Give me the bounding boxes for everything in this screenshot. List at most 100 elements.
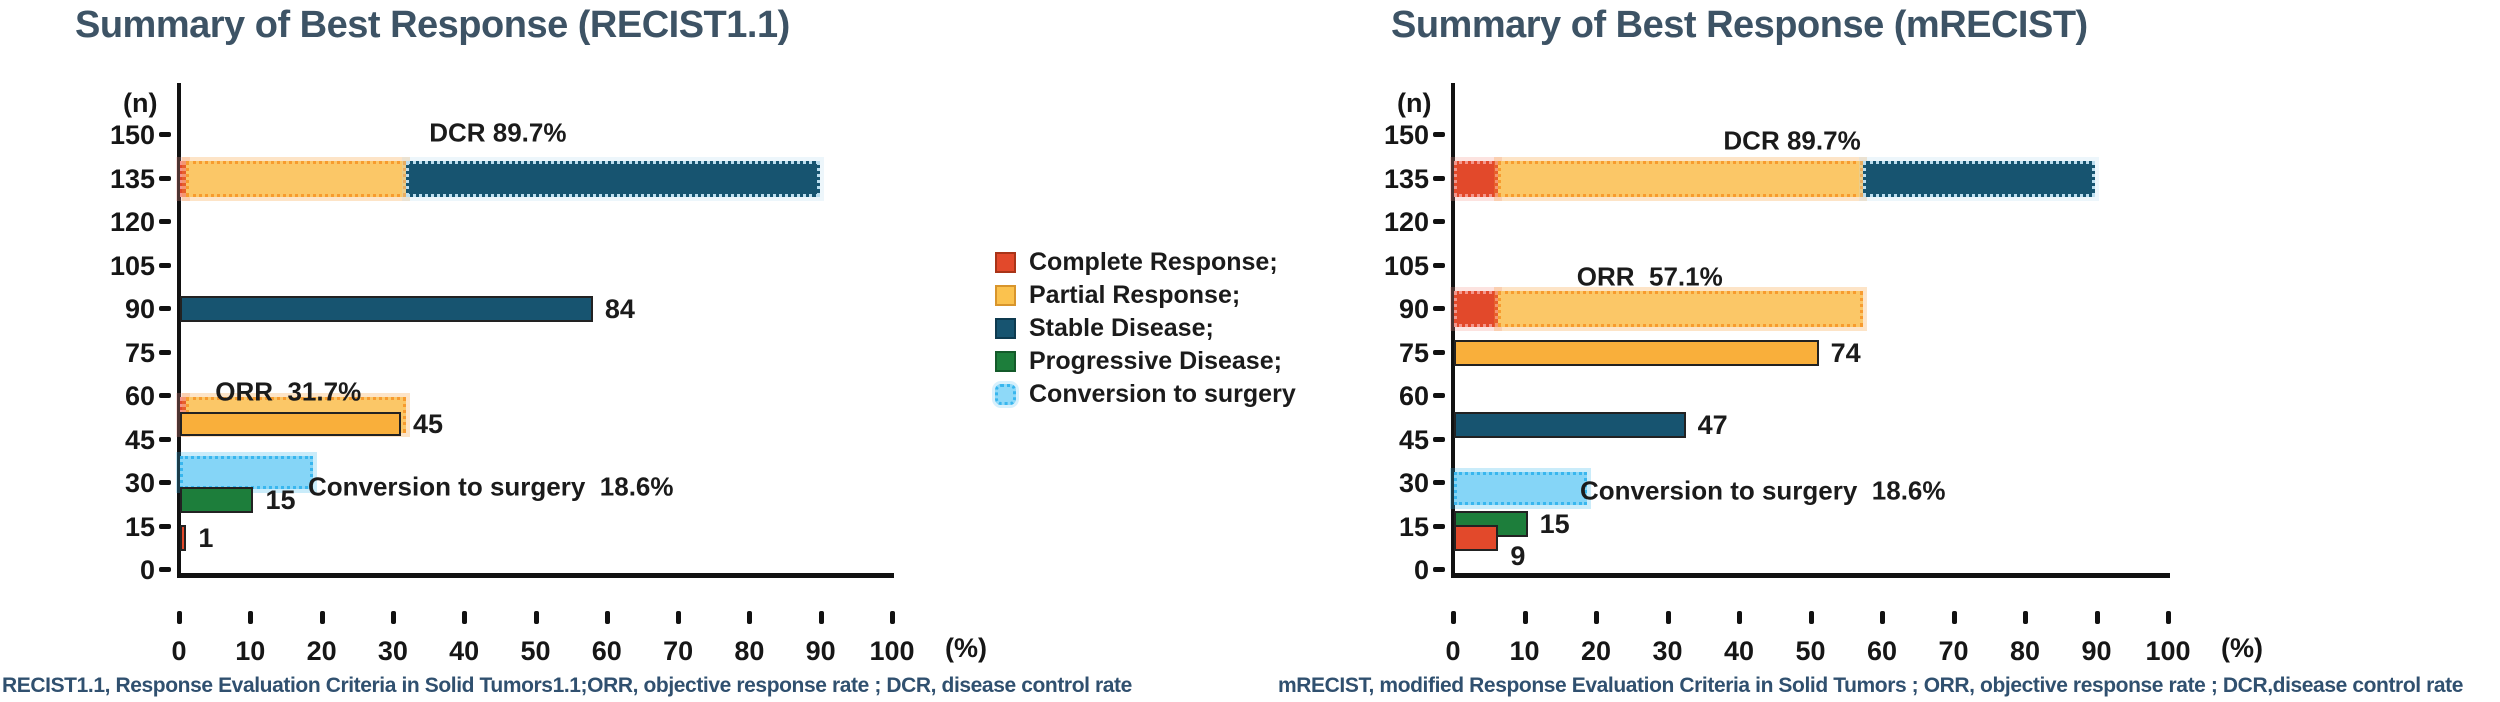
x-tick-label-0: 0 [1445, 636, 1461, 666]
legend-item-progressive-disease: Progressive Disease; [995, 345, 1296, 378]
conversion-swatch-icon [995, 384, 1016, 405]
x-tick-50 [1808, 611, 1814, 624]
y-tick-label-15: 15 [1398, 511, 1429, 542]
value-label-84: 84 [604, 294, 635, 324]
x-tick-label-50: 50 [520, 636, 551, 666]
legend: Complete Response; Partial Response; Stabl… [995, 246, 1296, 411]
y-tick-15 [159, 523, 171, 529]
value-label-45: 45 [413, 408, 444, 439]
y-tick-label-120: 120 [1383, 207, 1429, 237]
y-axis-unit-label: (n) [123, 88, 158, 118]
value-label-15: 15 [1539, 508, 1570, 539]
y-tick-45 [1433, 436, 1445, 442]
bar-segment-conversion-to-surgery [1454, 472, 1587, 506]
x-tick-label-70: 70 [1938, 636, 1969, 666]
x-tick-label-20: 20 [1580, 636, 1612, 666]
y-tick-label-45: 45 [124, 424, 155, 455]
bar-segment-complete-response [180, 160, 187, 197]
y-tick-label-45: 45 [1398, 424, 1429, 455]
y-tick-label-60: 60 [124, 381, 155, 411]
x-tick-60 [1880, 611, 1885, 624]
y-tick-150 [1433, 132, 1445, 137]
bar-segment-stable-disease [1862, 160, 2096, 197]
y-tick-label-150: 150 [1383, 120, 1429, 150]
legend-label-progressive-disease: Progressive Disease; [1029, 347, 1282, 375]
footnote-mrecist: mRECIST, modified Response Evaluation Cr… [1278, 674, 2464, 697]
legend-label-stable-disease: Stable Disease; [1029, 314, 1214, 342]
y-tick-label-60: 60 [1398, 381, 1429, 411]
bar-segment-partial-response [180, 411, 402, 436]
complete-response-swatch-icon [995, 252, 1016, 273]
annotation-conversion-label: Conversion to surgery 18.6% [1579, 475, 1946, 506]
y-tick-105 [159, 262, 171, 268]
legend-label-partial-response: Partial Response; [1029, 281, 1241, 309]
bar-segment-conversion-to-surgery [180, 456, 313, 490]
x-tick-100 [2166, 611, 2171, 624]
y-tick-90 [159, 306, 171, 311]
x-tick-10 [248, 611, 254, 624]
legend-item-stable-disease: Stable Disease; [995, 312, 1296, 345]
bar-segment-complete-response [1454, 525, 1499, 552]
bar-segment-stable-disease [406, 160, 820, 197]
x-tick-70 [1951, 611, 1957, 624]
annotation-dcr-label: DCR 89.7% [1723, 125, 1861, 156]
x-tick-20 [319, 611, 325, 624]
chart-title-mrecist: Summary of Best Response (mRECIST) [1391, 4, 2088, 46]
legend-item-conversion-to-surgery: Conversion to surgery [995, 378, 1296, 411]
legend-label-conversion-to-surgery: Conversion to surgery [1029, 380, 1296, 408]
y-tick-label-30: 30 [1398, 468, 1429, 498]
bar-segment-partial-response [1454, 339, 1819, 366]
y-tick-120 [1433, 219, 1445, 224]
y-tick-135 [1433, 175, 1445, 181]
progressive-disease-swatch-icon [995, 351, 1016, 372]
y-tick-label-135: 135 [109, 163, 155, 194]
y-tick-label-75: 75 [1398, 337, 1429, 368]
y-tick-75 [159, 349, 171, 355]
y-tick-150 [159, 132, 171, 137]
y-tick-label-120: 120 [109, 207, 155, 237]
y-tick-0 [159, 567, 171, 572]
x-tick-label-80: 80 [734, 636, 765, 666]
x-tick-label-80: 80 [2009, 636, 2041, 666]
y-axis [1451, 83, 1455, 578]
x-tick-label-10: 10 [1509, 636, 1540, 666]
x-tick-label-60: 60 [1866, 636, 1898, 666]
x-tick-20 [1594, 611, 1599, 624]
annotation-orr-label: ORR 57.1% [1576, 261, 1723, 292]
partial-response-swatch-icon [995, 285, 1016, 306]
bar-segment-complete-response [180, 525, 187, 552]
x-axis-unit-label: (%) [945, 633, 987, 663]
chart-title-recist: Summary of Best Response (RECIST1.1) [75, 4, 790, 46]
y-tick-45 [159, 436, 171, 442]
x-tick-0 [1451, 611, 1456, 624]
bar-segment-stable-disease [180, 296, 593, 322]
bar-segment-complete-response [1454, 160, 1499, 197]
y-tick-30 [159, 480, 171, 485]
value-label-47: 47 [1697, 410, 1728, 440]
value-label-15: 15 [265, 485, 296, 516]
x-tick-50 [533, 611, 539, 624]
x-tick-10 [1522, 611, 1528, 624]
bar-segment-progressive-disease [180, 487, 254, 514]
y-tick-75 [1433, 349, 1445, 355]
y-tick-label-90: 90 [1398, 294, 1429, 324]
bar-segment-stable-disease [1454, 412, 1686, 438]
x-tick-70 [676, 611, 682, 624]
y-tick-60 [1433, 393, 1445, 398]
x-tick-label-90: 90 [805, 636, 836, 666]
annotation-dcr-label: DCR 89.7% [429, 117, 567, 148]
x-tick-label-0: 0 [171, 636, 187, 666]
annotation-orr-label: ORR 31.7% [215, 376, 362, 407]
y-tick-label-105: 105 [1383, 250, 1429, 281]
bar-segment-partial-response [1498, 160, 1863, 197]
x-tick-label-30: 30 [377, 636, 408, 666]
y-tick-label-90: 90 [124, 294, 155, 324]
y-tick-0 [1433, 567, 1445, 572]
x-tick-label-30: 30 [1652, 636, 1683, 666]
x-tick-label-100: 100 [869, 636, 915, 666]
x-tick-30 [390, 611, 396, 624]
y-axis [177, 83, 181, 578]
y-tick-30 [1433, 480, 1445, 485]
x-tick-label-50: 50 [1795, 636, 1826, 666]
